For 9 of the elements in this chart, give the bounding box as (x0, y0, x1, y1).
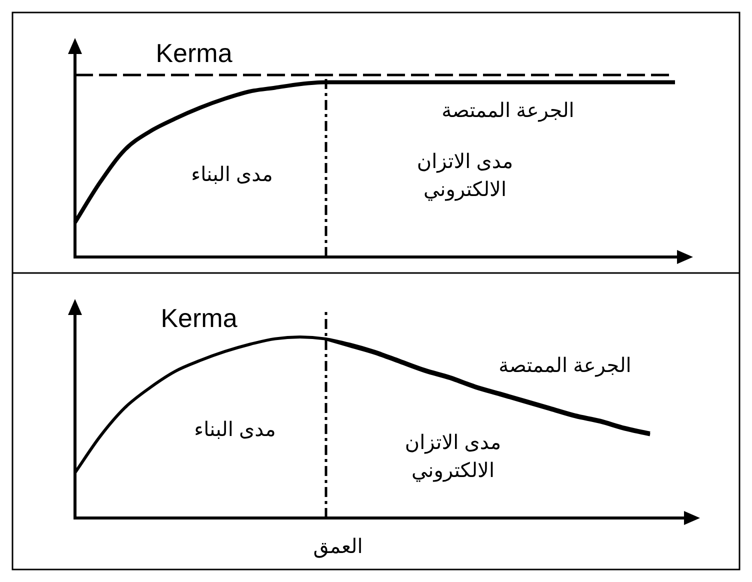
annotation: مدى البناء (194, 419, 276, 441)
series-label: الجرعة الممتصة (442, 100, 574, 122)
annotation: مدى الاتزان الالكتروني (404, 432, 502, 482)
x-axis-title: العمق (313, 536, 363, 558)
series-label: الجرعة الممتصة (498, 355, 632, 377)
annotation: مدى الاتزان الالكتروني (416, 151, 514, 201)
annotation: مدى البناء (191, 164, 273, 186)
text: Kerma (160, 303, 238, 333)
series-label: Kerma (156, 38, 233, 68)
